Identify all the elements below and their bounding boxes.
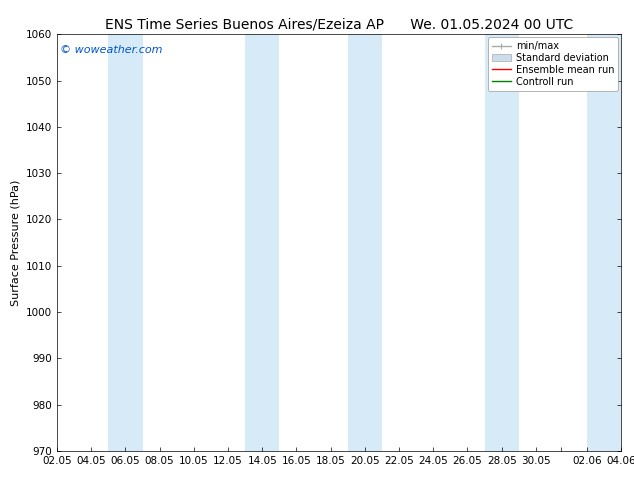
- Title: ENS Time Series Buenos Aires/Ezeiza AP      We. 01.05.2024 00 UTC: ENS Time Series Buenos Aires/Ezeiza AP W…: [105, 18, 573, 32]
- Bar: [245, 34, 280, 451]
- Bar: [484, 34, 519, 451]
- Y-axis label: Surface Pressure (hPa): Surface Pressure (hPa): [10, 179, 20, 306]
- Text: © woweather.com: © woweather.com: [60, 45, 162, 55]
- Bar: [347, 34, 382, 451]
- Bar: [587, 34, 621, 451]
- Legend: min/max, Standard deviation, Ensemble mean run, Controll run: min/max, Standard deviation, Ensemble me…: [488, 37, 618, 91]
- Bar: [108, 34, 143, 451]
